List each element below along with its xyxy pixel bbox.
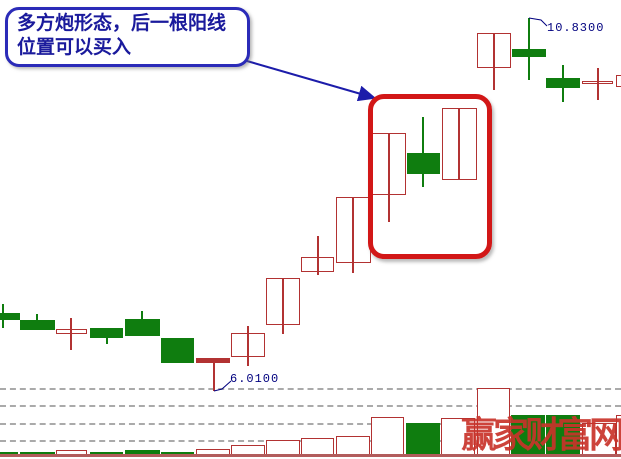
candle-wick <box>282 278 284 334</box>
volume-bar <box>477 388 510 455</box>
volume-bar <box>582 423 616 455</box>
volume-bar <box>266 440 300 455</box>
volume-bar <box>161 452 194 455</box>
annotation-arrow <box>239 58 377 102</box>
candle-wick <box>141 311 143 336</box>
candle-wick <box>2 304 4 328</box>
candle-wick <box>317 236 319 275</box>
volume-baseline-line <box>0 454 621 457</box>
volume-bar <box>125 450 160 455</box>
volume-bar <box>301 438 334 455</box>
candle-wick <box>352 197 354 273</box>
volume-bar <box>546 415 580 455</box>
candle-wick <box>213 358 215 391</box>
low-price-label: 6.0100 <box>230 372 280 386</box>
candle-wick <box>106 328 108 344</box>
annotation-line1: 多方炮形态，后一根阳线 <box>17 13 227 34</box>
volume-bar <box>336 436 370 455</box>
annotation-line2: 位置可以买入 <box>17 37 132 58</box>
candle-wick <box>388 133 390 222</box>
candle-wick <box>562 65 564 102</box>
candle-wick <box>422 117 424 187</box>
volume-gridline <box>0 423 621 425</box>
candle-wick <box>493 33 495 90</box>
candle-body <box>616 75 621 87</box>
candle-wick <box>36 314 38 330</box>
volume-bar <box>0 452 18 455</box>
candle-wick <box>176 338 178 363</box>
volume-bar <box>371 417 404 455</box>
candle-wick <box>247 326 249 366</box>
volume-gridline <box>0 405 621 407</box>
candle-wick <box>597 68 599 100</box>
volume-bar <box>511 415 545 455</box>
candle-wick <box>70 318 72 350</box>
volume-gridline <box>0 388 621 390</box>
volume-bar <box>90 452 123 455</box>
annotation-callout: 多方炮形态，后一根阳线 位置可以买入 <box>5 7 250 67</box>
pattern-highlight-box <box>368 94 492 259</box>
watermark: 赢家财富网 <box>461 414 621 456</box>
candle-wick <box>528 18 530 80</box>
high-price-pointer-line <box>528 17 548 27</box>
volume-bar <box>20 452 55 455</box>
candle-wick <box>458 108 460 180</box>
candle-body <box>0 313 20 320</box>
volume-bar <box>406 423 440 455</box>
high-price-label: 10.8300 <box>547 21 605 35</box>
